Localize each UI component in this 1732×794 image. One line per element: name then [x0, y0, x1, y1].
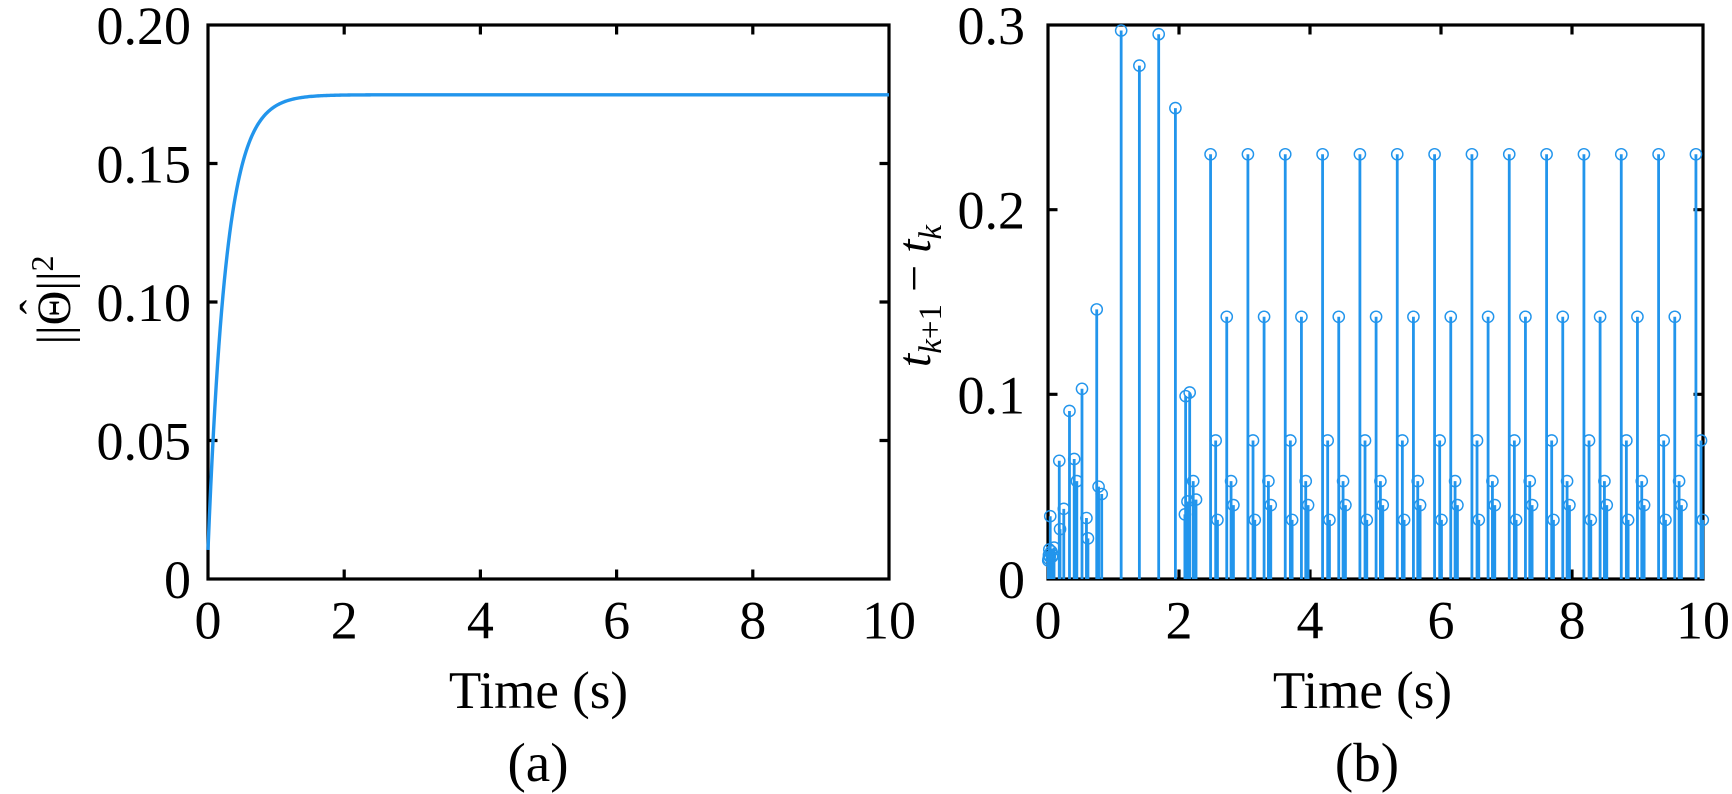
svg-text:8: 8	[739, 591, 766, 651]
svg-text:2: 2	[331, 591, 358, 651]
svg-text:(b): (b)	[1335, 732, 1399, 793]
svg-text:0.1: 0.1	[958, 365, 1026, 425]
svg-text:tk+1 − tk: tk+1 − tk	[888, 224, 949, 368]
svg-text:0: 0	[195, 591, 222, 651]
svg-text:4: 4	[467, 591, 494, 651]
svg-text:6: 6	[1428, 591, 1455, 651]
svg-text:0: 0	[1035, 591, 1062, 651]
svg-text:10: 10	[1676, 591, 1730, 651]
svg-text:0.10: 0.10	[97, 273, 192, 333]
svg-text:0.15: 0.15	[97, 135, 192, 195]
svg-text:2: 2	[1166, 591, 1193, 651]
svg-text:(a): (a)	[507, 732, 568, 793]
svg-text:ˆ: ˆ	[12, 299, 61, 314]
svg-text:0: 0	[998, 550, 1025, 610]
svg-text:Time (s): Time (s)	[449, 662, 628, 720]
svg-text:6: 6	[603, 591, 630, 651]
svg-text:4: 4	[1297, 591, 1324, 651]
svg-text:0.05: 0.05	[97, 412, 192, 472]
svg-text:0: 0	[164, 550, 191, 610]
svg-text:Time (s): Time (s)	[1273, 662, 1452, 720]
svg-text:0.3: 0.3	[958, 0, 1026, 56]
svg-text:10: 10	[862, 591, 916, 651]
svg-text:0.20: 0.20	[97, 0, 192, 56]
svg-text:8: 8	[1559, 591, 1586, 651]
svg-text:0.2: 0.2	[958, 181, 1026, 241]
